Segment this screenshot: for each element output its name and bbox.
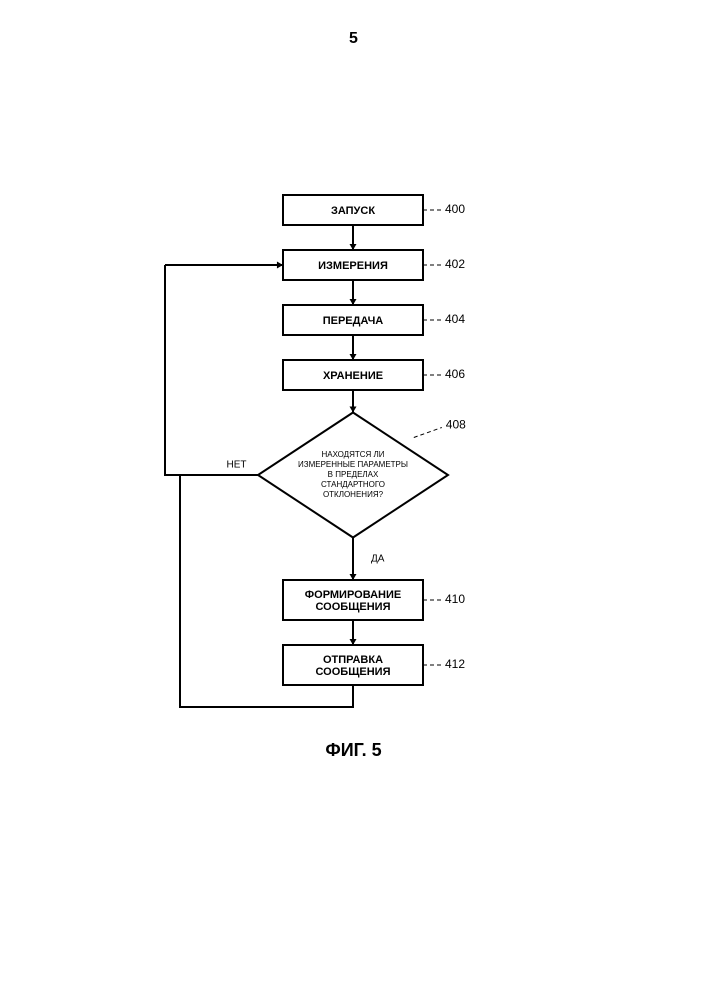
svg-text:ПЕРЕДАЧА: ПЕРЕДАЧА [323, 315, 384, 327]
flowchart-svg: ЗАПУСК 400 ИЗМЕРЕНИЯ 402 ПЕРЕДАЧА 404 ХРАНЕНИЕ… [0, 0, 707, 1000]
page-number: 5 [0, 30, 707, 48]
svg-text:406: 406 [445, 367, 465, 381]
svg-text:ИЗМЕРЕНИЯ: ИЗМЕРЕНИЯ [318, 260, 388, 272]
svg-text:410: 410 [445, 592, 465, 606]
svg-text:СТАНДАРТНОГО: СТАНДАРТНОГО [321, 480, 385, 489]
svg-text:НАХОДЯТСЯ ЛИ: НАХОДЯТСЯ ЛИ [321, 450, 384, 459]
page: 5 ЗАПУСК 400 ИЗМЕРЕНИЯ 402 ПЕРЕДАЧА 404 ХРАНЕН… [0, 0, 707, 1000]
svg-text:400: 400 [445, 202, 465, 216]
svg-text:ФОРМИРОВАНИЕ: ФОРМИРОВАНИЕ [305, 589, 401, 601]
figure-label-text: ФИГ. 5 [325, 740, 381, 760]
svg-text:412: 412 [445, 657, 465, 671]
svg-text:408: 408 [446, 418, 466, 432]
svg-text:В ПРЕДЕЛАХ: В ПРЕДЕЛАХ [328, 470, 379, 479]
svg-text:ДА: ДА [371, 553, 385, 564]
svg-text:СООБЩЕНИЯ: СООБЩЕНИЯ [316, 601, 391, 613]
svg-text:ХРАНЕНИЕ: ХРАНЕНИЕ [323, 370, 383, 382]
svg-text:ЗАПУСК: ЗАПУСК [331, 205, 375, 217]
svg-text:ОТПРАВКА: ОТПРАВКА [323, 654, 383, 666]
svg-text:ИЗМЕРЕННЫЕ ПАРАМЕТРЫ: ИЗМЕРЕННЫЕ ПАРАМЕТРЫ [298, 460, 408, 469]
figure-label: ФИГ. 5 [0, 740, 707, 761]
svg-text:402: 402 [445, 257, 465, 271]
svg-text:СООБЩЕНИЯ: СООБЩЕНИЯ [316, 666, 391, 678]
page-number-text: 5 [349, 30, 358, 47]
svg-text:НЕТ: НЕТ [227, 460, 247, 471]
svg-text:ОТКЛОНЕНИЯ?: ОТКЛОНЕНИЯ? [323, 490, 384, 499]
svg-text:404: 404 [445, 312, 465, 326]
